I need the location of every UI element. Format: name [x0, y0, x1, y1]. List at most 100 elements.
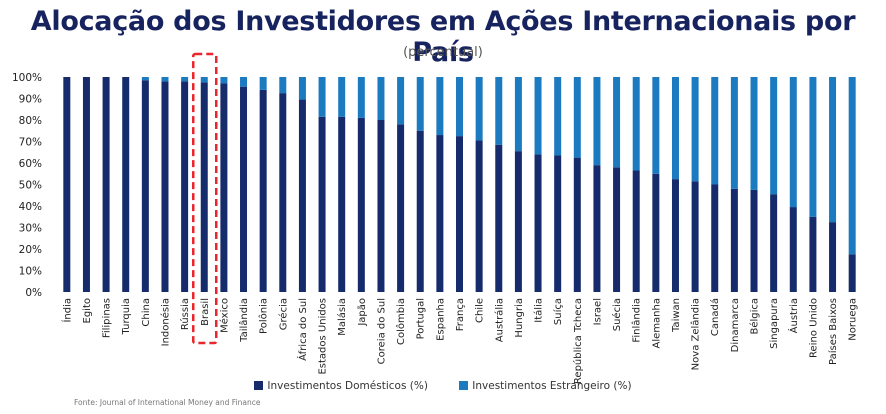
x-tick-label: Filipinas	[102, 298, 113, 338]
x-tick-label: Países Baixos	[827, 298, 839, 365]
bar-domestic	[652, 173, 660, 292]
legend-swatch-foreign	[459, 381, 469, 390]
x-tick-label: Índia	[60, 298, 73, 323]
bar-domestic	[829, 222, 837, 292]
bar-foreign	[829, 77, 837, 223]
x-tick-label: Rússia	[179, 298, 191, 330]
bar-foreign	[279, 77, 287, 94]
chart-title: Alocação dos Investidores em Ações Inter…	[30, 6, 856, 68]
bar-domestic	[416, 130, 424, 292]
x-tick-label: Espanha	[435, 298, 446, 341]
bar-foreign	[750, 77, 758, 190]
bar-foreign	[809, 77, 817, 217]
x-tick-label: Israel	[592, 298, 603, 325]
bar-foreign	[514, 77, 522, 152]
bar-foreign	[357, 77, 365, 118]
x-tick-label: Suíça	[552, 298, 564, 325]
x-tick-label: Canadá	[709, 298, 721, 336]
x-tick-label: Japão	[357, 298, 368, 327]
bar-domestic	[436, 135, 444, 292]
bars	[63, 77, 856, 293]
bar-foreign	[475, 77, 483, 141]
bar-domestic	[397, 124, 405, 292]
highlight-box	[192, 52, 218, 345]
x-tick-label: Coreia do Sul	[376, 298, 387, 364]
y-tick-label: 100%	[12, 72, 42, 84]
x-tick-label: Bélgica	[749, 298, 761, 335]
bar-foreign	[436, 77, 444, 136]
chart-subtitle: (percentual)	[403, 45, 483, 60]
x-tick-label: Indonésia	[159, 298, 171, 346]
bar-foreign	[240, 77, 248, 87]
bar-domestic	[770, 194, 778, 292]
bar-foreign	[200, 77, 208, 83]
bar-domestic	[259, 89, 267, 293]
bar-domestic	[298, 99, 306, 292]
x-tick-label: Alemanha	[651, 298, 662, 348]
y-tick-label: 50%	[19, 180, 42, 192]
bar-foreign	[259, 77, 267, 90]
bar-foreign	[181, 77, 189, 82]
bar-foreign	[691, 77, 699, 182]
bar-foreign	[632, 77, 640, 171]
bar-foreign	[298, 77, 306, 100]
y-tick-label: 0%	[25, 287, 42, 299]
bar-domestic	[613, 167, 621, 292]
bar-foreign	[789, 77, 797, 208]
y-axis: 0% 10% 20% 30% 40% 50% 60% 70% 80% 90% 100%	[12, 72, 42, 299]
bar-foreign	[770, 77, 778, 195]
bar-domestic	[495, 144, 503, 292]
bar-domestic	[82, 77, 90, 292]
x-tick-label: África do Sul	[296, 298, 309, 361]
x-tick-label: Colômbia	[395, 298, 407, 345]
y-tick-label: 80%	[19, 115, 42, 127]
bar-domestic	[279, 93, 287, 292]
bar-domestic	[240, 86, 248, 292]
bar-domestic	[318, 116, 326, 293]
x-tick-label: China	[141, 298, 152, 327]
bar-domestic	[200, 82, 208, 292]
legend-label-domestic: Investimentos Domésticos (%)	[267, 380, 428, 392]
bar-domestic	[475, 140, 483, 292]
bar-foreign	[593, 77, 601, 166]
x-tick-label: Reino Unido	[808, 298, 819, 358]
x-tick-label: Dinamarca	[730, 298, 741, 352]
bar-foreign	[671, 77, 679, 180]
bar-domestic	[102, 77, 110, 292]
bar-domestic	[632, 170, 640, 292]
bar-foreign	[456, 77, 463, 137]
bar-foreign	[652, 77, 660, 174]
bar-foreign	[534, 77, 542, 155]
x-tick-label: Finlândia	[631, 298, 643, 343]
bar-domestic	[63, 77, 71, 292]
bar-domestic	[789, 207, 797, 292]
x-tick-label: Suécia	[611, 298, 623, 331]
x-tick-label: França	[455, 298, 466, 331]
bar-domestic	[514, 151, 522, 292]
source-note: Fonte: Journal of International Money an…	[74, 398, 261, 407]
legend-label-foreign: Investimentos Estrangeiro (%)	[472, 380, 632, 392]
bar-foreign	[495, 77, 503, 145]
x-tick-label: Brasil	[200, 298, 211, 326]
y-tick-label: 40%	[19, 201, 42, 213]
x-tick-label: Turquia	[121, 298, 132, 335]
bar-foreign	[318, 77, 326, 117]
bar-foreign	[377, 77, 385, 120]
bar-domestic	[357, 117, 365, 292]
x-axis-labels: Índia Egito Filipinas Turquia China Indonésia…	[60, 298, 858, 384]
x-tick-label: Malásia	[336, 298, 348, 336]
x-tick-label: Austrália	[493, 298, 505, 342]
bar-domestic	[573, 157, 581, 292]
x-tick-label: Tailândia	[238, 298, 250, 343]
bar-foreign	[554, 77, 562, 156]
x-tick-label: Singapura	[769, 298, 780, 349]
bar-domestic	[711, 184, 719, 292]
y-tick-label: 30%	[19, 223, 42, 235]
bar-foreign	[416, 77, 424, 131]
bar-foreign	[397, 77, 405, 125]
bar-domestic	[338, 116, 346, 293]
bar-domestic	[122, 77, 130, 292]
bar-foreign	[220, 77, 228, 84]
bar-foreign	[711, 77, 719, 185]
